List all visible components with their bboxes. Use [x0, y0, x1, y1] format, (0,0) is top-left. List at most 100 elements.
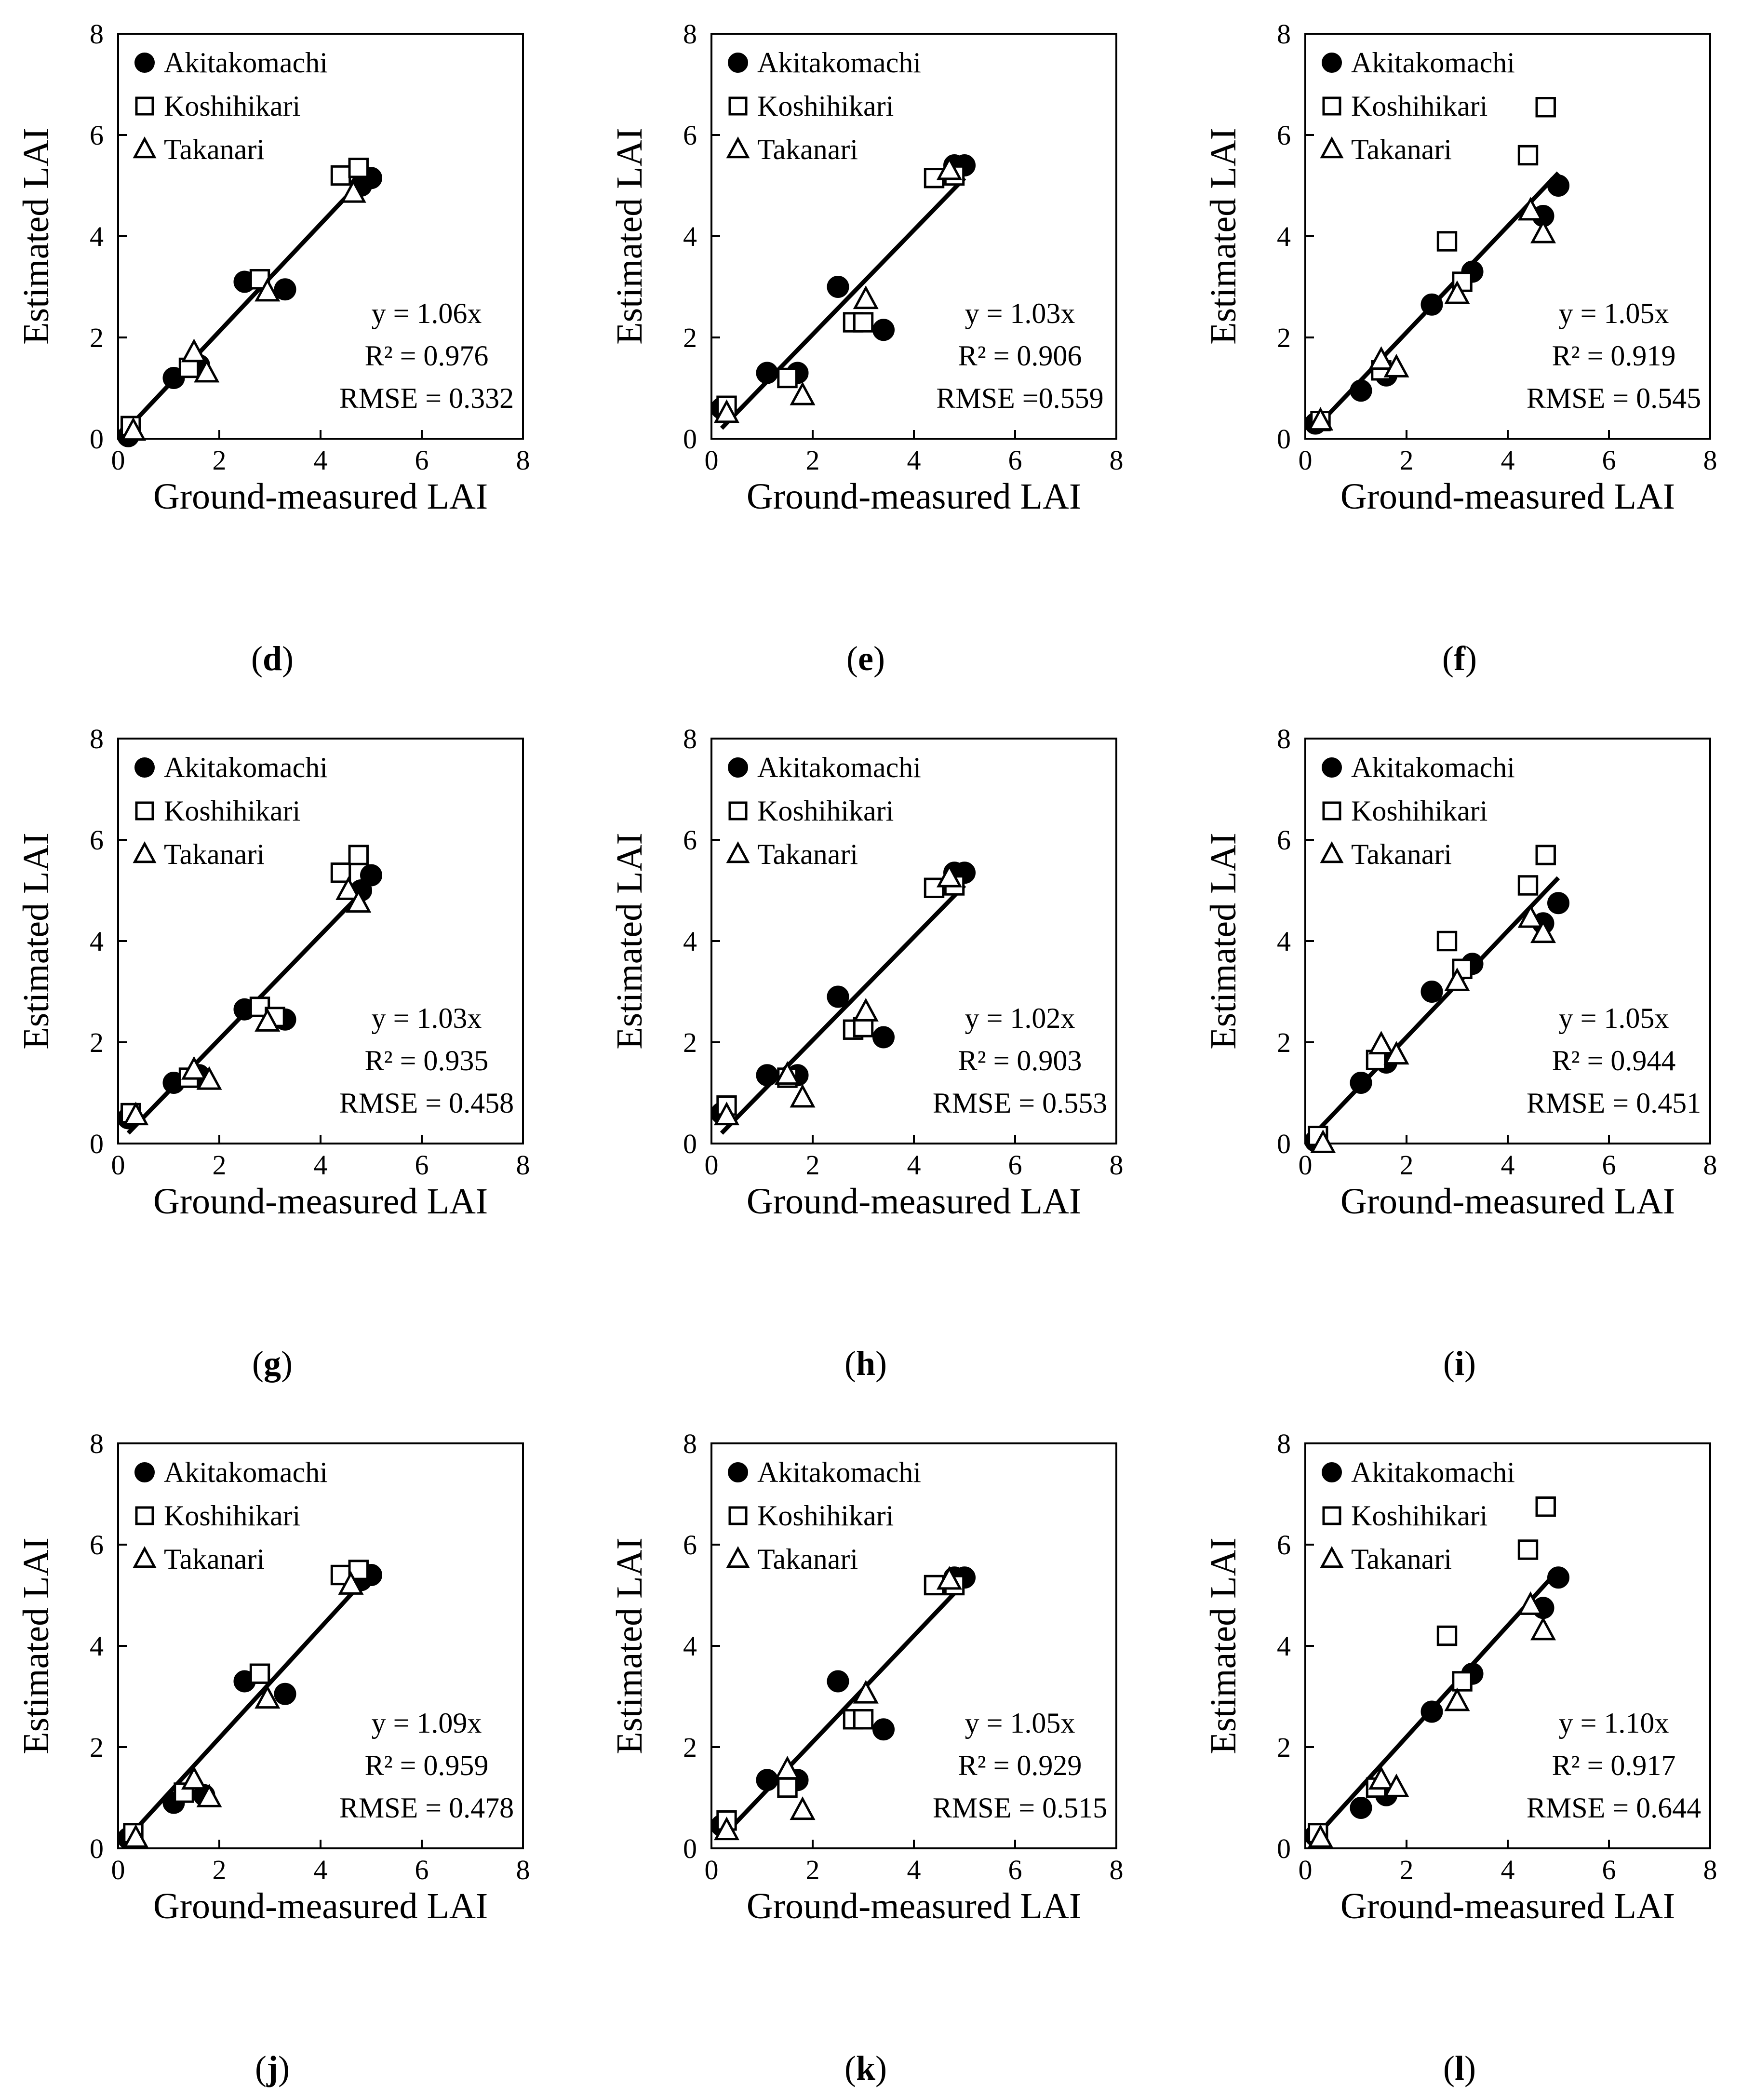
data-point-takanari: [340, 179, 366, 203]
y-tick-label: 8: [1277, 1428, 1291, 1459]
caption-paren: ): [873, 639, 885, 678]
y-axis-label: Estimated LAI: [1203, 1537, 1244, 1754]
fit-annotation: RMSE = 0.644: [1527, 1792, 1701, 1824]
legend-label: Akitakomachi: [1351, 752, 1515, 783]
x-tick-label: 2: [1400, 1149, 1414, 1181]
legend-marker-koshihikari: [728, 96, 748, 116]
legend-label: Takanari: [1351, 1543, 1452, 1575]
caption-paren: ): [875, 1344, 887, 1383]
fit-annotation: RMSE =0.559: [936, 382, 1103, 414]
fit-annotation: RMSE = 0.478: [339, 1792, 514, 1824]
legend-marker-takanari: [1320, 1546, 1344, 1568]
x-tick-label: 0: [705, 444, 719, 476]
x-tick-label: 4: [907, 444, 921, 476]
fit-annotation: RMSE = 0.553: [933, 1087, 1107, 1119]
legend-label: Takanari: [164, 838, 265, 870]
y-tick-label: 6: [683, 824, 697, 856]
x-tick-label: 4: [314, 1149, 328, 1181]
x-tick-label: 2: [1400, 444, 1414, 476]
data-point-takanari: [338, 1571, 364, 1595]
x-tick-label: 6: [1602, 1854, 1616, 1885]
legend-marker-akitakomachi: [134, 757, 155, 778]
data-point-akitakomachi: [827, 985, 849, 1008]
data-point-takanari: [181, 1766, 207, 1790]
x-axis-label: Ground-measured LAI: [747, 1886, 1081, 1926]
panel-caption: (l): [1443, 2049, 1476, 2087]
data-point-takanari: [120, 417, 147, 441]
legend-marker-akitakomachi: [1322, 757, 1342, 778]
data-point-koshihikari: [348, 158, 369, 178]
legend-label: Akitakomachi: [757, 752, 921, 783]
caption-paren: (: [1442, 639, 1454, 678]
legend-marker-akitakomachi: [728, 53, 748, 73]
y-tick-label: 8: [1277, 18, 1291, 50]
data-point-takanari: [181, 1056, 207, 1080]
data-point-takanari: [713, 1817, 740, 1841]
data-point-takanari: [1517, 1591, 1543, 1615]
fit-annotation: y = 1.03x: [965, 297, 1075, 329]
y-tick-label: 4: [1277, 926, 1291, 957]
data-point-akitakomachi: [274, 1683, 296, 1705]
panel-l: 00 2 2 4 4 6 6 8 8 Ground-measured LAI Estimated L…: [1203, 1428, 1717, 2087]
data-point-akitakomachi: [1350, 379, 1372, 402]
x-tick-label: 8: [1110, 1854, 1124, 1885]
x-tick-label: 8: [516, 444, 530, 476]
x-tick-label: 6: [1008, 1149, 1022, 1181]
legend-marker-koshihikari: [1322, 801, 1341, 821]
x-axis-label: Ground-measured LAI: [153, 1886, 488, 1926]
x-tick-label: 8: [1110, 1149, 1124, 1181]
data-point-takanari: [790, 1796, 816, 1820]
y-tick-label: 0: [1277, 1128, 1291, 1159]
caption-paren: ): [1464, 1344, 1476, 1383]
caption-paren: (: [252, 1344, 264, 1383]
y-tick-label: 0: [683, 1128, 697, 1159]
x-tick-label: 8: [1110, 444, 1124, 476]
data-point-koshihikari: [1535, 845, 1556, 865]
fit-annotation: RMSE = 0.545: [1527, 382, 1701, 414]
y-tick-label: 6: [1277, 1529, 1291, 1561]
data-point-koshihikari: [777, 367, 798, 389]
fit-annotation: y = 1.05x: [1559, 1002, 1669, 1034]
data-point-koshihikari: [1452, 1671, 1473, 1692]
y-axis-label: Estimated LAI: [1203, 128, 1244, 345]
y-tick-label: 8: [683, 723, 697, 754]
y-tick-label: 2: [1277, 322, 1291, 353]
legend-marker-takanari: [133, 136, 157, 159]
data-point-koshihikari: [1535, 1496, 1556, 1517]
x-tick-label: 4: [1501, 1854, 1515, 1885]
data-point-koshihikari: [1535, 97, 1556, 118]
data-point-koshihikari: [777, 1777, 798, 1798]
data-point-takanari: [1517, 904, 1543, 928]
data-point-akitakomachi: [872, 1718, 895, 1741]
legend-marker-akitakomachi: [134, 1462, 155, 1482]
x-tick-label: 8: [1703, 1149, 1717, 1181]
y-tick-label: 6: [90, 120, 104, 151]
y-tick-label: 2: [1277, 1732, 1291, 1763]
data-point-takanari: [346, 889, 372, 913]
data-point-takanari: [853, 285, 879, 310]
data-point-takanari: [1530, 219, 1556, 243]
data-point-koshihikari: [1436, 231, 1458, 252]
x-axis-label: Ground-measured LAI: [1340, 476, 1675, 517]
y-tick-label: 0: [1277, 1833, 1291, 1864]
caption-letter: f: [1454, 639, 1466, 678]
data-point-koshihikari: [853, 1709, 874, 1730]
y-tick-label: 0: [1277, 423, 1291, 455]
data-point-takanari: [713, 399, 740, 423]
data-point-koshihikari: [330, 862, 351, 883]
x-tick-label: 8: [1703, 1854, 1717, 1885]
y-tick-label: 4: [683, 1630, 697, 1662]
legend-label: Akitakomachi: [1351, 47, 1515, 79]
legend-marker-akitakomachi: [1322, 1462, 1342, 1482]
data-point-takanari: [1530, 919, 1556, 943]
fit-annotation: y = 1.05x: [1559, 297, 1669, 329]
y-tick-label: 2: [90, 1027, 104, 1058]
data-point-akitakomachi: [756, 1769, 778, 1791]
data-point-akitakomachi: [360, 864, 382, 887]
data-point-takanari: [1383, 353, 1409, 377]
panel-caption: (e): [846, 639, 885, 678]
x-tick-label: 0: [1299, 444, 1313, 476]
fit-annotation: R² = 0.935: [365, 1045, 489, 1077]
caption-paren: (: [844, 1344, 856, 1383]
legend-label: Koshihikari: [1351, 795, 1487, 827]
